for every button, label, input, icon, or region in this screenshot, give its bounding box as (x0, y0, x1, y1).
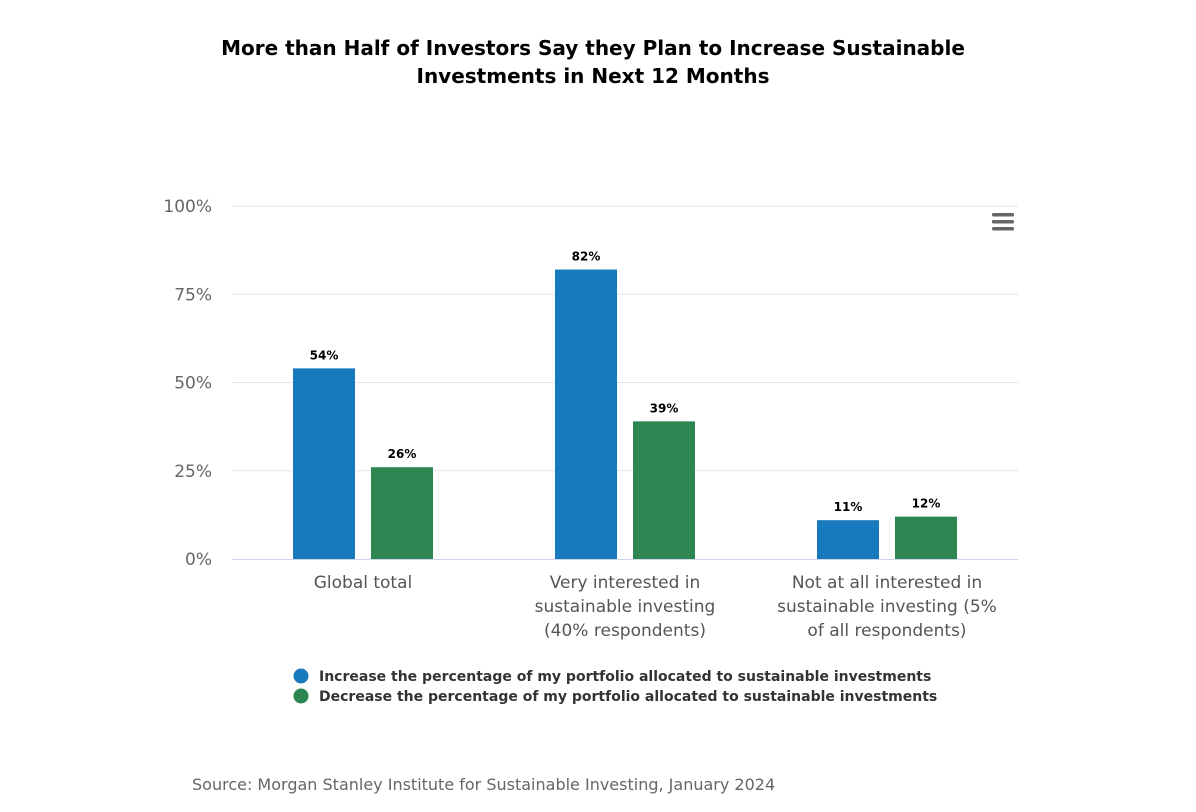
legend: Increase the percentage of my portfolio … (293, 668, 938, 706)
data-label: 11% (834, 500, 863, 514)
bar-decrease[interactable] (371, 467, 433, 559)
hamburger-menu-icon (992, 213, 1014, 217)
chart-title-line: Investments in Next 12 Months (417, 64, 770, 88)
y-axis: 0% 25% 50% 75% 100% (163, 197, 212, 570)
hamburger-menu-icon-bar (992, 220, 1014, 224)
bar-increase[interactable] (817, 520, 879, 559)
bars (293, 269, 957, 559)
hamburger-menu-icon-bar (992, 227, 1014, 231)
data-label: 82% (572, 250, 601, 264)
y-tick-label: 50% (174, 374, 212, 394)
data-label: 26% (388, 447, 417, 461)
chart-title: More than Half of Investors Say they Pla… (221, 36, 965, 88)
bar-decrease[interactable] (633, 421, 695, 559)
y-tick-label: 75% (174, 285, 212, 305)
data-label: 12% (912, 497, 941, 511)
chart-title-line: More than Half of Investors Say they Pla… (221, 36, 965, 60)
data-label: 39% (650, 401, 679, 415)
x-category-label: Very interested in (550, 573, 701, 593)
x-category-label: Not at all interested in (792, 573, 982, 593)
y-tick-label: 25% (174, 462, 212, 482)
legend-label: Decrease the percentage of my portfolio … (319, 689, 937, 705)
source-note: Source: Morgan Stanley Institute for Sus… (192, 775, 775, 794)
x-category-label: (40% respondents) (544, 621, 706, 641)
legend-item[interactable]: Increase the percentage of my portfolio … (293, 668, 932, 686)
bar-increase[interactable] (555, 269, 617, 559)
x-category-label: sustainable investing (5% (777, 597, 997, 617)
legend-item[interactable]: Decrease the percentage of my portfolio … (293, 688, 938, 706)
bar-increase[interactable] (293, 368, 355, 559)
x-category-label: Global total (314, 573, 413, 593)
chart-menu-button[interactable] (986, 208, 1020, 236)
data-labels: 54% 26% 82% 39% 11% 12% (310, 250, 941, 515)
data-label: 54% (310, 348, 339, 362)
x-category-label: sustainable investing (535, 597, 716, 617)
grid (232, 205, 1018, 560)
legend-label: Increase the percentage of my portfolio … (319, 669, 931, 685)
x-category-label: of all respondents) (807, 621, 966, 641)
bar-decrease[interactable] (895, 516, 957, 559)
legend-marker (293, 688, 309, 704)
x-axis: Global total Very interested in sustainabl… (314, 573, 997, 641)
y-tick-label: 0% (185, 550, 212, 570)
y-tick-label: 100% (163, 197, 212, 217)
legend-marker (293, 668, 309, 684)
